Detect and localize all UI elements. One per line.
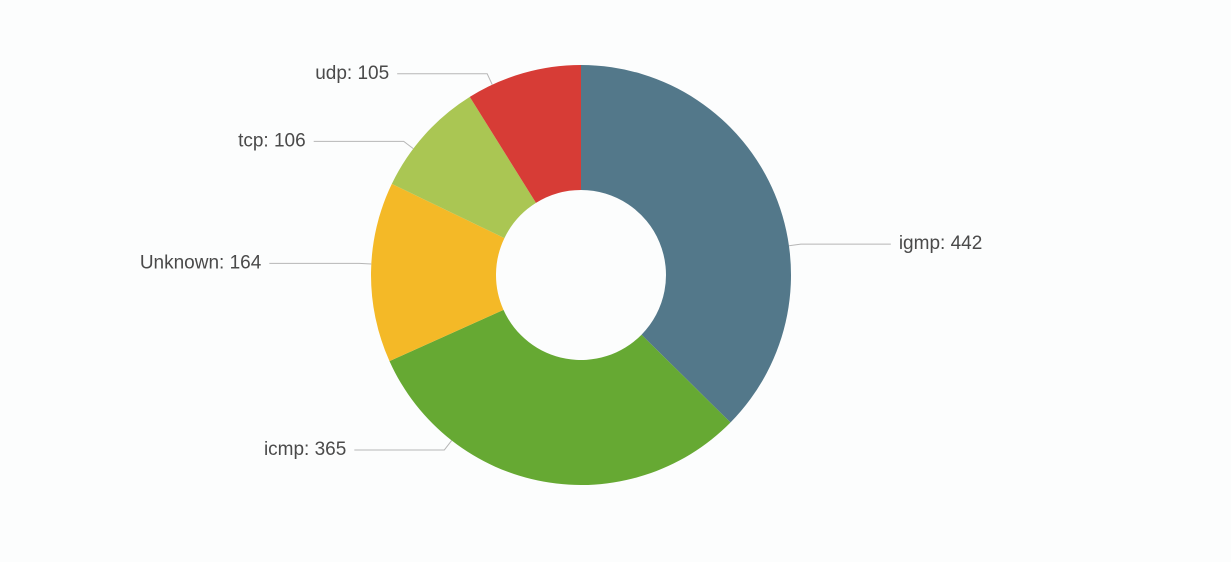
- donut-chart: igmp: 442 icmp: 365 Unknown: 164 tcp: 106 ud…: [0, 0, 1231, 562]
- label-udp: udp: 105: [315, 63, 389, 84]
- label-tcp: tcp: 106: [238, 130, 306, 151]
- label-unknown: Unknown: 164: [140, 252, 262, 273]
- label-igmp: igmp: 442: [899, 233, 982, 254]
- label-icmp: icmp: 365: [264, 439, 346, 460]
